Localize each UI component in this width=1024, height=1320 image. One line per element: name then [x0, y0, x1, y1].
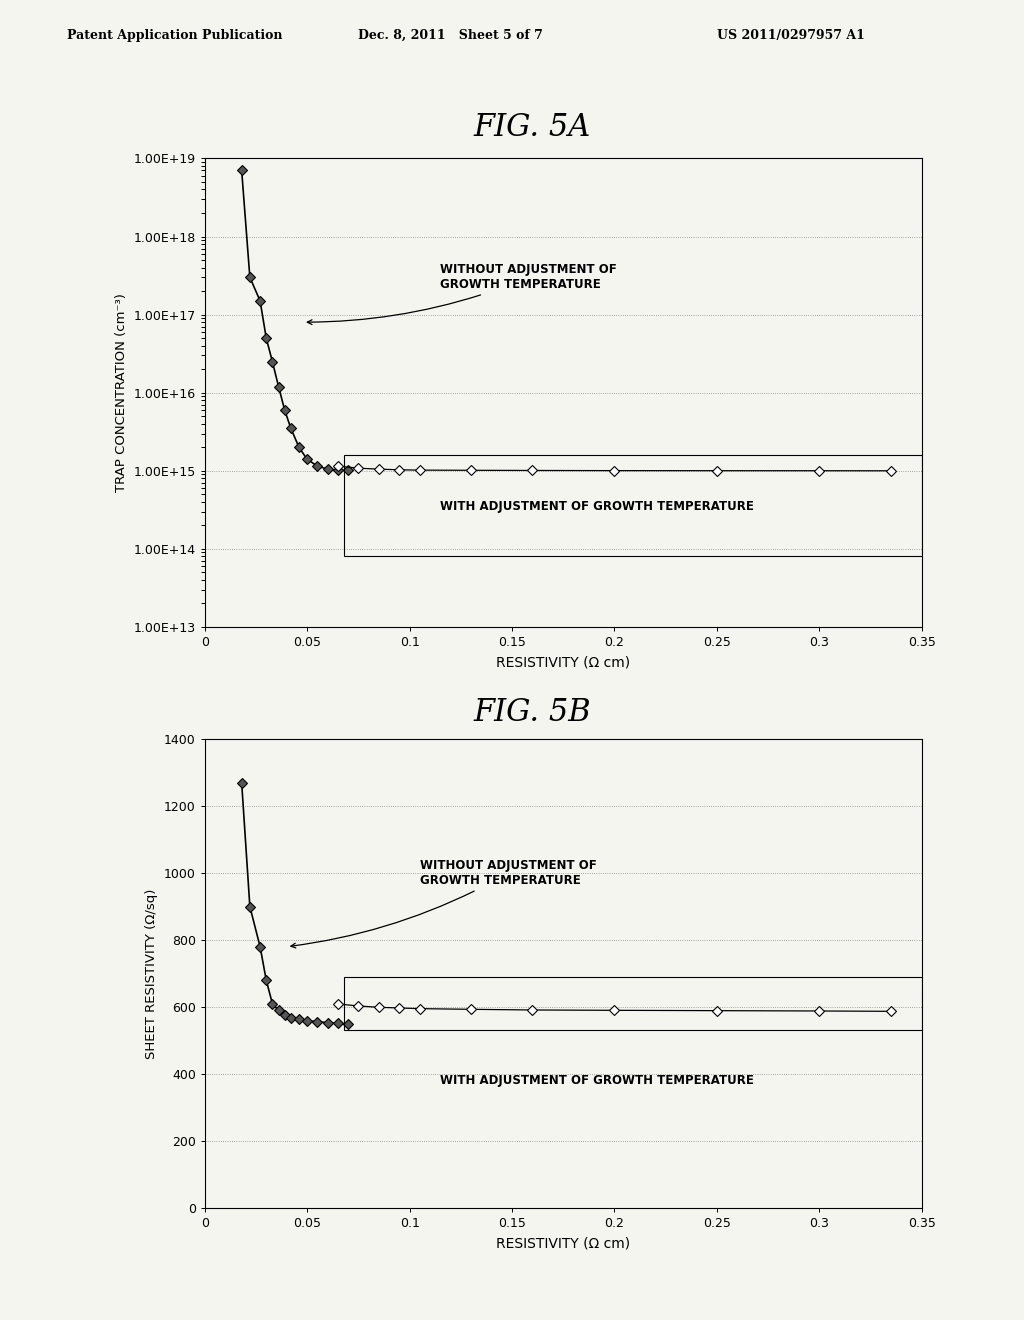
Y-axis label: SHEET RESISTIVITY (Ω/sq): SHEET RESISTIVITY (Ω/sq): [145, 888, 159, 1059]
Y-axis label: TRAP CONCENTRATION (cm⁻³): TRAP CONCENTRATION (cm⁻³): [115, 293, 128, 492]
X-axis label: RESISTIVITY (Ω cm): RESISTIVITY (Ω cm): [497, 1237, 630, 1251]
Text: WITH ADJUSTMENT OF GROWTH TEMPERATURE: WITH ADJUSTMENT OF GROWTH TEMPERATURE: [440, 1074, 755, 1088]
Bar: [344, 977, 922, 1031]
X-axis label: RESISTIVITY (Ω cm): RESISTIVITY (Ω cm): [497, 656, 630, 671]
Text: WITHOUT ADJUSTMENT OF
GROWTH TEMPERATURE: WITHOUT ADJUSTMENT OF GROWTH TEMPERATURE: [291, 859, 597, 948]
Text: WITH ADJUSTMENT OF GROWTH TEMPERATURE: WITH ADJUSTMENT OF GROWTH TEMPERATURE: [440, 500, 755, 513]
Text: FIG. 5A: FIG. 5A: [474, 112, 591, 143]
Bar: [344, 455, 922, 557]
Text: US 2011/0297957 A1: US 2011/0297957 A1: [717, 29, 864, 42]
Text: Dec. 8, 2011   Sheet 5 of 7: Dec. 8, 2011 Sheet 5 of 7: [358, 29, 544, 42]
Text: Patent Application Publication: Patent Application Publication: [67, 29, 282, 42]
Text: FIG. 5B: FIG. 5B: [474, 697, 591, 727]
Text: WITHOUT ADJUSTMENT OF
GROWTH TEMPERATURE: WITHOUT ADJUSTMENT OF GROWTH TEMPERATURE: [307, 263, 617, 325]
